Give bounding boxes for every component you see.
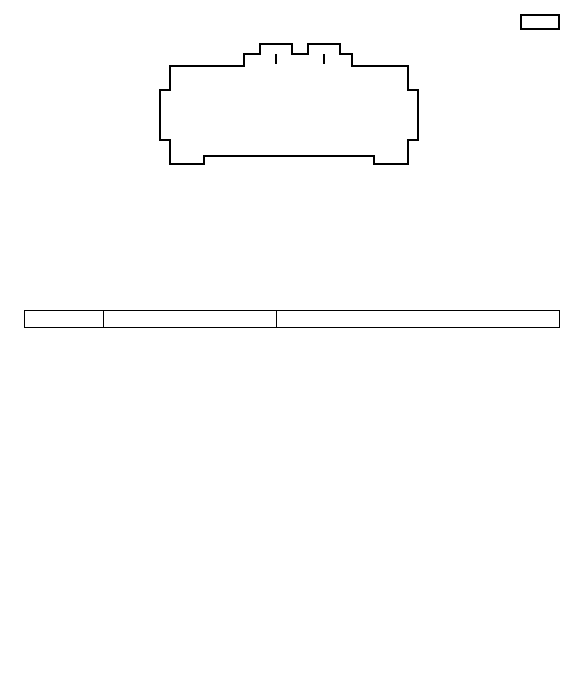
pin-table xyxy=(24,310,560,328)
pin-table-wrap xyxy=(24,310,560,328)
connector-svg xyxy=(142,20,442,180)
col-header-circuit xyxy=(104,311,277,328)
col-header-function xyxy=(277,311,560,328)
connector-diagram xyxy=(0,20,584,211)
col-header-pin xyxy=(25,311,104,328)
table-header-row xyxy=(25,311,560,328)
variant-title xyxy=(520,14,560,30)
